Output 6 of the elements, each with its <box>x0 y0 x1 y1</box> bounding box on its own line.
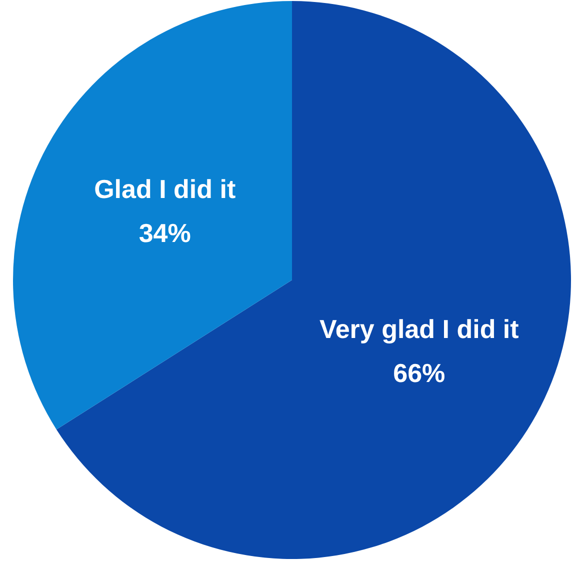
pie-slice <box>14 1 292 430</box>
slice-label: Very glad I did it <box>319 314 520 344</box>
pie-slice <box>56 1 571 559</box>
data-label: 34% <box>138 218 191 248</box>
slice-label: Glad I did it <box>94 174 236 204</box>
data-label: 66% <box>393 358 446 388</box>
